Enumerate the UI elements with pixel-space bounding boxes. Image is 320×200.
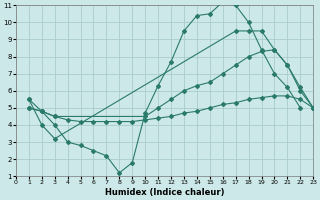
X-axis label: Humidex (Indice chaleur): Humidex (Indice chaleur) xyxy=(105,188,224,197)
